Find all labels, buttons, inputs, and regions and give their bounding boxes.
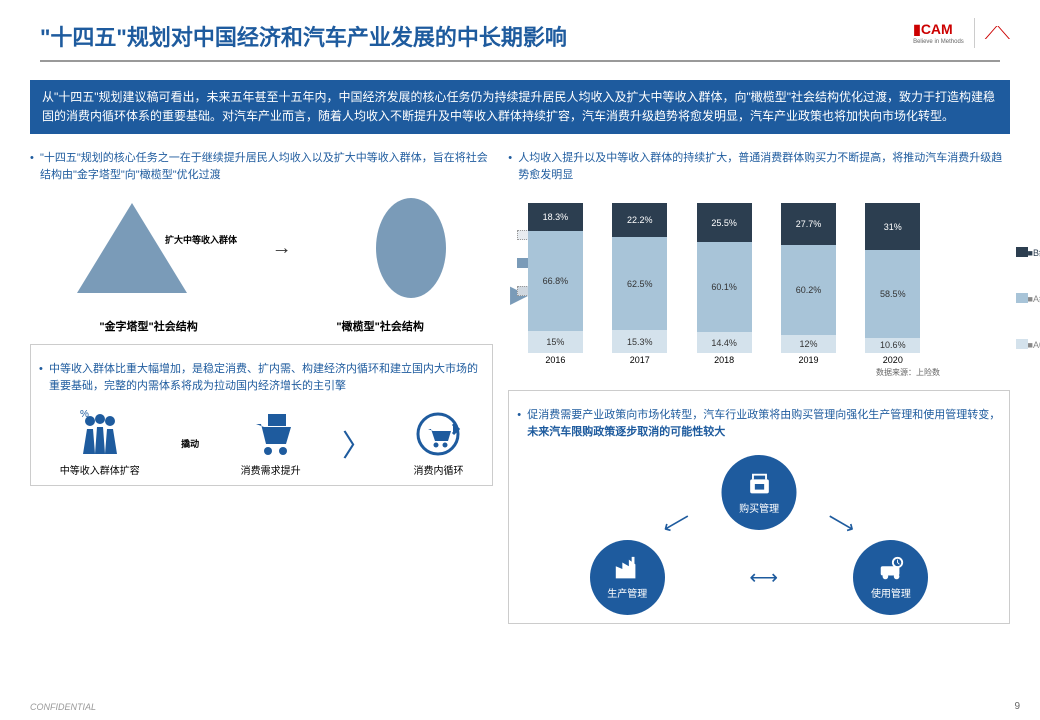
logo-area: ▮CAM Believe in Methods ⟋⟍	[913, 18, 1010, 48]
left-bullet-2: 中等收入群体比重大幅增加，是稳定消费、扩内需、构建经济内循环和建立国内大市场的重…	[39, 361, 484, 394]
cycle-icon-item: 消费内循环	[413, 409, 463, 477]
logo-subtitle: Believe in Methods	[913, 39, 964, 45]
flow-section: 中等收入群体比重大幅增加，是稳定消费、扩内需、构建经济内循环和建立国内大市场的重…	[30, 344, 493, 486]
confidential-label: CONFIDENTIAL	[30, 702, 96, 712]
chart-legend: ■B级及以上■A级■A0级及以下	[1016, 223, 1040, 373]
policy-section: 促消费需要产业政策向市场化转型，汽车行业政策将由购买管理向强化生产管理和使用管理…	[508, 390, 1010, 624]
page-title: "十四五"规划对中国经济和汽车产业发展的中长期影响	[40, 20, 1000, 52]
cam-logo: ▮CAM	[913, 21, 953, 37]
svg-text:%: %	[80, 409, 89, 420]
lever-label: 撬动	[181, 437, 199, 450]
olive-label: "橄榄型"社会结构	[336, 318, 423, 334]
people-icon-item: % 中等收入群体扩容	[60, 409, 140, 477]
circle-buy: 购买管理	[722, 455, 797, 530]
right-bullet-1: 人均收入提升以及中等收入群体的持续扩大，普通消费群体购买力不断提高，将推动汽车消…	[508, 150, 1010, 183]
left-bullet-1: "十四五"规划的核心任务之一在于继续提升居民人均收入以及扩大中等收入群体，旨在将…	[30, 150, 493, 183]
chart-source: 数据来源：上险数	[508, 367, 940, 378]
stacked-bar-chart: 18.3%66.8%15%22.2%62.5%15.3%25.5%60.1%14…	[508, 193, 1010, 378]
cart-icon-item: 消费需求提升	[241, 409, 301, 477]
triangle-diagram: 购买管理 生产管理 使用管理 ⟵ ⟶ ⟷	[517, 455, 1001, 615]
page-number: 9	[1014, 701, 1020, 712]
car-logo-icon: ⟋⟍	[985, 23, 1010, 44]
intro-box: 从"十四五"规划建议稿可看出，未来五年甚至十五年内，中国经济发展的核心任务仍为持…	[30, 80, 1010, 134]
pyramid-diagram: 扩大中等收入群体 → 高收入群体 中等收入群体 低收入群体	[30, 198, 493, 298]
circle-production: 生产管理	[590, 540, 665, 615]
flow-arrow-icon: 〉	[342, 421, 372, 465]
right-bullet-2: 促消费需要产业政策向市场化转型，汽车行业政策将由购买管理向强化生产管理和使用管理…	[517, 407, 1001, 440]
expand-arrow-label: 扩大中等收入群体	[165, 233, 237, 246]
circle-usage: 使用管理	[853, 540, 928, 615]
pyramid-label: "金字塔型"社会结构	[99, 318, 197, 334]
title-underline	[40, 60, 1000, 62]
